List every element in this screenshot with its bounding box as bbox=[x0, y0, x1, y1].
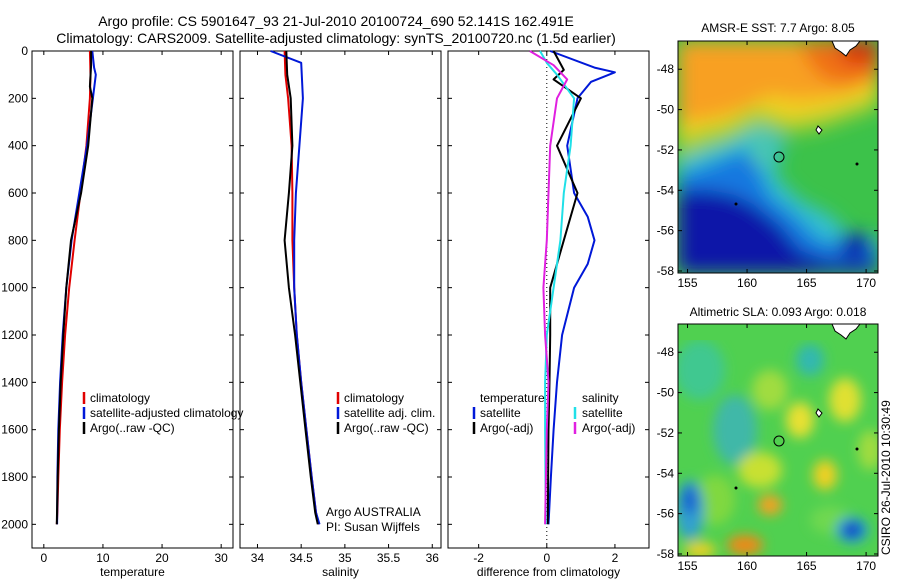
x-axis-label: difference from climatology bbox=[477, 565, 620, 579]
legend-label-argo: Argo(..raw -QC) bbox=[344, 421, 429, 435]
map-x-tick-label: 165 bbox=[797, 276, 817, 290]
map-sla-image bbox=[678, 324, 878, 556]
panel-temperature: 0 10 20 30 0 200 400 600 800 1000 1200 1400 1600 1800… bbox=[1, 44, 234, 579]
y-tick-label: 1200 bbox=[1, 328, 28, 342]
y-tick-label: 400 bbox=[8, 139, 28, 153]
y-tick-label: 600 bbox=[8, 186, 28, 200]
y-tick-label: 800 bbox=[8, 233, 28, 247]
series-line-temperature-argo-adj bbox=[546, 50, 582, 525]
map-sst-axes: 155 160 165 170 -48 -50 -52 -54 -56 -58 bbox=[657, 41, 878, 290]
map-sst-frame bbox=[677, 40, 879, 274]
profile-panels: 0 10 20 30020040060080010001200140016001800… bbox=[1, 44, 650, 579]
legend-heading-temperature: temperature bbox=[480, 391, 545, 405]
x-tick-label: 20 bbox=[155, 551, 169, 565]
y-tick-label: 0 bbox=[21, 44, 28, 58]
legend-salinity: climatology satellite adj. clim. Argo(..… bbox=[326, 391, 435, 534]
legend-difference: temperature satellite Argo(-adj) salinit… bbox=[472, 391, 635, 435]
y-tick-label: 1800 bbox=[1, 470, 28, 484]
figure-title-line2: Climatology: CARS2009. Satellite-adjuste… bbox=[56, 30, 616, 46]
legend-label-argo: Argo(..raw -QC) bbox=[90, 421, 175, 435]
legend-label-satellite: satellite adj. clim. bbox=[344, 406, 435, 420]
x-axis-label: salinity bbox=[322, 565, 359, 579]
map-sst-title: AMSR-E SST: 7.7 Argo: 8.05 bbox=[701, 21, 855, 35]
map-sla-axes: 155 160 165 170 -48 -50 -52 -54 -56 -58 bbox=[657, 324, 878, 573]
legend-label-temp-argo: Argo(-adj) bbox=[480, 421, 533, 435]
legend-label-temp-satellite: satellite bbox=[480, 406, 521, 420]
x-tick-label: 35 bbox=[338, 551, 352, 565]
map-y-tick-label: -54 bbox=[657, 466, 675, 480]
panel-salinity: 34 34.5 35 35.5 36 salinity bbox=[239, 50, 442, 579]
x-tick-label: 10 bbox=[96, 551, 110, 565]
y-tick-label: 2000 bbox=[1, 517, 28, 531]
map-sla-title: Altimetric SLA: 0.093 Argo: 0.018 bbox=[690, 305, 867, 319]
map-y-tick-label: -52 bbox=[657, 143, 675, 157]
map-x-tick-label: 170 bbox=[856, 559, 876, 573]
x-tick-label: 36 bbox=[426, 551, 440, 565]
map-x-tick-label: 160 bbox=[737, 276, 757, 290]
y-tick-label: 1400 bbox=[1, 375, 28, 389]
legend-label-satellite: satellite-adjusted climatology bbox=[90, 406, 243, 420]
map-y-tick-label: -52 bbox=[657, 426, 675, 440]
annotation-argo-australia: Argo AUSTRALIA bbox=[326, 505, 421, 519]
map-sst-image bbox=[678, 41, 878, 273]
series-line-argo-raw-qc bbox=[283, 50, 319, 525]
legend-label-sal-satellite: satellite bbox=[582, 406, 623, 420]
series-line-salinity-argo-adj bbox=[529, 50, 569, 525]
x-tick-label: 34 bbox=[251, 551, 265, 565]
y-tick-label: 1000 bbox=[1, 281, 28, 295]
x-tick-label: 0 bbox=[543, 551, 550, 565]
map-y-tick-label: -50 bbox=[657, 386, 675, 400]
plot-frame bbox=[31, 50, 234, 549]
legend-temperature: climatology satellite-adjusted climatolo… bbox=[82, 391, 243, 435]
map-y-tick-label: -50 bbox=[657, 103, 675, 117]
series-line-temperature-satellite bbox=[547, 50, 616, 525]
map-x-tick-label: 160 bbox=[737, 559, 757, 573]
x-tick-label: 34.5 bbox=[289, 551, 313, 565]
map-y-tick-label: -48 bbox=[657, 345, 675, 359]
map-sla-frame bbox=[677, 323, 879, 557]
map-x-tick-label: 155 bbox=[678, 559, 698, 573]
x-axis-label: temperature bbox=[100, 565, 165, 579]
legend-label-climatology: climatology bbox=[344, 391, 404, 405]
x-tick-label: 35.5 bbox=[377, 551, 401, 565]
legend-label-climatology: climatology bbox=[90, 391, 150, 405]
credit-timestamp: CSIRO 26-Jul-2010 10:30:49 bbox=[879, 400, 893, 555]
y-tick-label: 1600 bbox=[1, 423, 28, 437]
map-y-tick-label: -58 bbox=[657, 547, 675, 561]
map-x-tick-label: 170 bbox=[856, 276, 876, 290]
map-y-tick-label: -48 bbox=[657, 62, 675, 76]
map-x-tick-label: 155 bbox=[678, 276, 698, 290]
series-line-argo-raw-qc bbox=[55, 51, 94, 525]
x-tick-label: 0 bbox=[40, 551, 47, 565]
annotation-pi: PI: Susan Wijffels bbox=[326, 520, 420, 534]
x-tick-label: 2 bbox=[612, 551, 619, 565]
figure-title-line1: Argo profile: CS 5901647_93 21-Jul-2010 … bbox=[98, 13, 574, 29]
legend-label-sal-argo: Argo(-adj) bbox=[582, 421, 635, 435]
y-tick-label: 200 bbox=[8, 91, 28, 105]
legend-heading-salinity: salinity bbox=[582, 391, 619, 405]
map-y-tick-label: -54 bbox=[657, 183, 675, 197]
map-y-tick-label: -58 bbox=[657, 264, 675, 278]
argo-location-marker bbox=[773, 151, 785, 163]
plot-frame bbox=[239, 50, 442, 549]
series-line-salinity-satellite bbox=[539, 50, 576, 525]
map-x-tick-label: 165 bbox=[797, 559, 817, 573]
map-y-tick-label: -56 bbox=[657, 224, 675, 238]
x-tick-label: -2 bbox=[473, 551, 484, 565]
argo-location-marker bbox=[773, 435, 785, 447]
map-y-tick-label: -56 bbox=[657, 507, 675, 521]
x-tick-label: 30 bbox=[214, 551, 228, 565]
